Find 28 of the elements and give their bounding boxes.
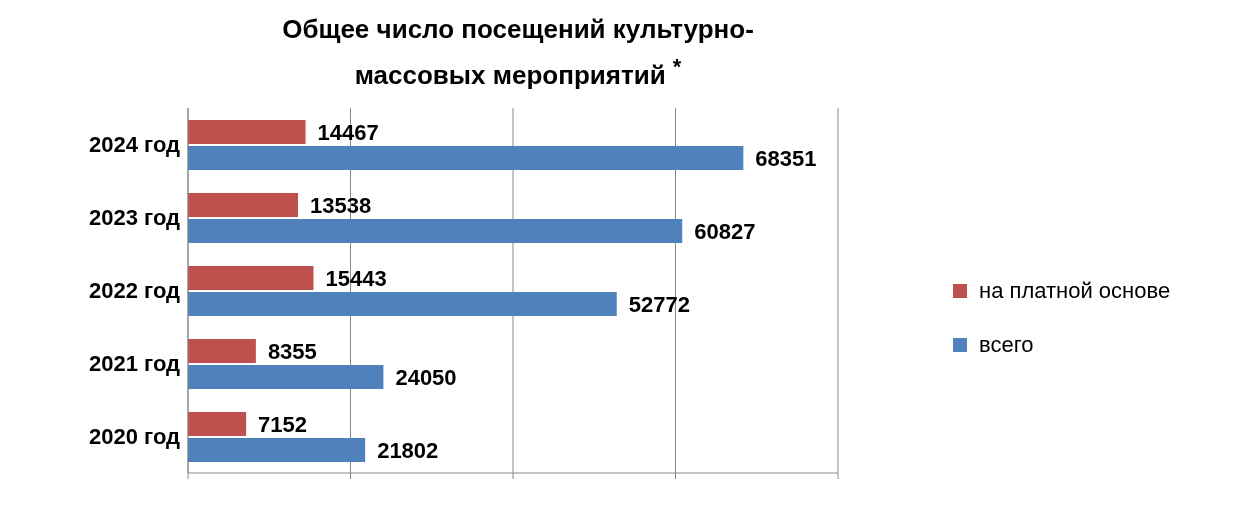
- legend-label: всего: [979, 332, 1034, 358]
- data-label: 60827: [694, 218, 756, 244]
- y-tick-label: 2021 год: [88, 351, 181, 377]
- bar: [188, 146, 744, 170]
- data-label: 13538: [310, 192, 372, 218]
- data-label: 7152: [258, 411, 308, 437]
- data-label: 24050: [395, 364, 457, 390]
- bar: [188, 365, 384, 389]
- data-label: 8355: [267, 338, 317, 364]
- data-label: 68351: [755, 145, 817, 171]
- bar: [188, 120, 306, 144]
- chart-title: Общее число посещений культурно-массовых мероприятий $^{*}$: [281, 13, 755, 92]
- bar: [188, 219, 683, 243]
- y-tick-label: 2024 год: [88, 132, 181, 158]
- bar: [188, 292, 617, 316]
- bar: [188, 193, 298, 217]
- data-label: 15443: [325, 265, 387, 291]
- y-tick-label: 2020 год: [88, 424, 181, 450]
- y-tick-label: 2022 год: [88, 278, 181, 304]
- data-label: 21802: [377, 437, 439, 463]
- data-label: 14467: [317, 119, 379, 145]
- data-label: 52772: [628, 291, 690, 317]
- bar: [188, 438, 366, 462]
- bar: [188, 339, 256, 363]
- bar: [188, 266, 314, 290]
- legend-label: на платной основе: [979, 278, 1171, 304]
- bar: [188, 412, 247, 436]
- y-tick-label: 2023 год: [88, 205, 181, 231]
